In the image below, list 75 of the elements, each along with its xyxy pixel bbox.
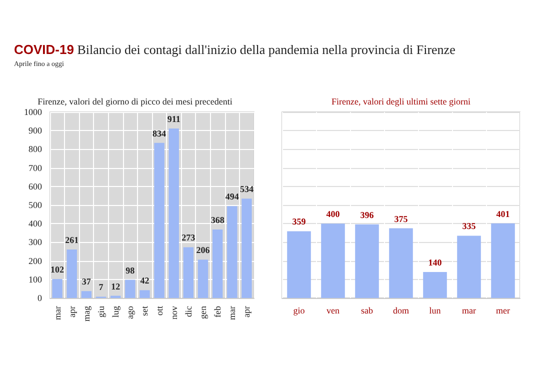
x-tick-label: feb: [212, 306, 223, 318]
bar: [212, 230, 223, 298]
data-label: 335: [462, 221, 476, 232]
bar: [355, 224, 379, 298]
bar: [227, 206, 238, 298]
x-tick-label: ven: [326, 306, 340, 316]
bar: [457, 236, 481, 298]
y-tick-label: 0: [38, 293, 42, 303]
x-tick-label: mar: [462, 306, 476, 316]
x-tick-label: gen: [198, 306, 208, 319]
data-label: 494: [225, 192, 240, 202]
chart-title: Firenze, valori degli ultimi sette giorni: [332, 96, 471, 106]
x-tick-label: apr: [66, 306, 77, 318]
data-label: 42: [140, 276, 150, 286]
data-label: 37: [82, 276, 92, 287]
data-label: 98: [126, 265, 136, 276]
bar: [183, 247, 194, 298]
x-tick-label: lun: [429, 306, 442, 316]
bar: [423, 272, 447, 298]
data-label: 534: [240, 184, 254, 194]
bar: [168, 128, 179, 298]
data-label: 102: [50, 264, 65, 275]
x-tick-label: mag: [81, 306, 92, 322]
x-tick-label: mar: [227, 306, 238, 320]
x-tick-label: mar: [52, 306, 62, 320]
x-tick-label: dic: [183, 306, 194, 317]
data-label: 206: [196, 245, 210, 256]
bar: [287, 231, 311, 298]
x-tick-label: lug: [110, 306, 121, 318]
x-tick-label: sab: [361, 306, 374, 316]
data-label: 261: [65, 234, 80, 245]
bar: [154, 142, 164, 298]
y-tick-label: 100: [28, 274, 42, 284]
bar: [198, 260, 208, 298]
x-tick-label: mer: [496, 306, 510, 316]
data-label: 375: [394, 214, 408, 224]
data-label: 834: [152, 128, 167, 138]
data-label: 273: [182, 232, 196, 243]
chart-title: Firenze, valori del giorno di picco dei mesi precedenti: [38, 96, 233, 106]
x-tick-label: ago: [125, 306, 136, 319]
x-tick-label: ott: [154, 306, 164, 316]
x-tick-label: gio: [293, 306, 306, 316]
y-tick-label: 400: [28, 218, 42, 229]
x-tick-label: giu: [96, 306, 106, 318]
y-tick-label: 300: [28, 237, 42, 248]
data-label: 140: [428, 257, 442, 268]
bar: [389, 228, 413, 298]
y-tick-label: 500: [28, 200, 42, 210]
x-tick-label: nov: [168, 306, 179, 320]
x-tick-label: set: [140, 306, 150, 316]
bar: [66, 249, 77, 298]
data-label: 396: [360, 210, 374, 220]
y-tick-label: 200: [28, 256, 42, 266]
y-tick-label: 700: [28, 162, 42, 173]
y-tick-label: 1000: [24, 107, 42, 117]
data-label: 359: [292, 216, 306, 227]
data-label: 911: [167, 114, 181, 124]
data-label: 401: [496, 208, 510, 219]
bar: [321, 224, 345, 298]
x-tick-label: apr: [242, 306, 252, 318]
y-tick-label: 900: [28, 126, 42, 136]
bar: [81, 291, 92, 298]
data-label: 12: [111, 281, 121, 292]
bar: [491, 223, 515, 298]
y-tick-label: 600: [28, 181, 42, 192]
text: COVID-19 Bilancio dei contagi dall'inizio della pandemia nella provincia di Firenze: [14, 42, 456, 58]
y-tick-label: 800: [28, 144, 42, 154]
data-label: 7: [98, 282, 104, 292]
bar: [242, 198, 252, 298]
x-tick-label: dom: [392, 306, 410, 316]
bar: [140, 290, 150, 298]
bar: [125, 280, 136, 298]
bar: [52, 279, 62, 298]
data-label: 368: [210, 215, 225, 226]
data-label: 400: [326, 209, 340, 220]
